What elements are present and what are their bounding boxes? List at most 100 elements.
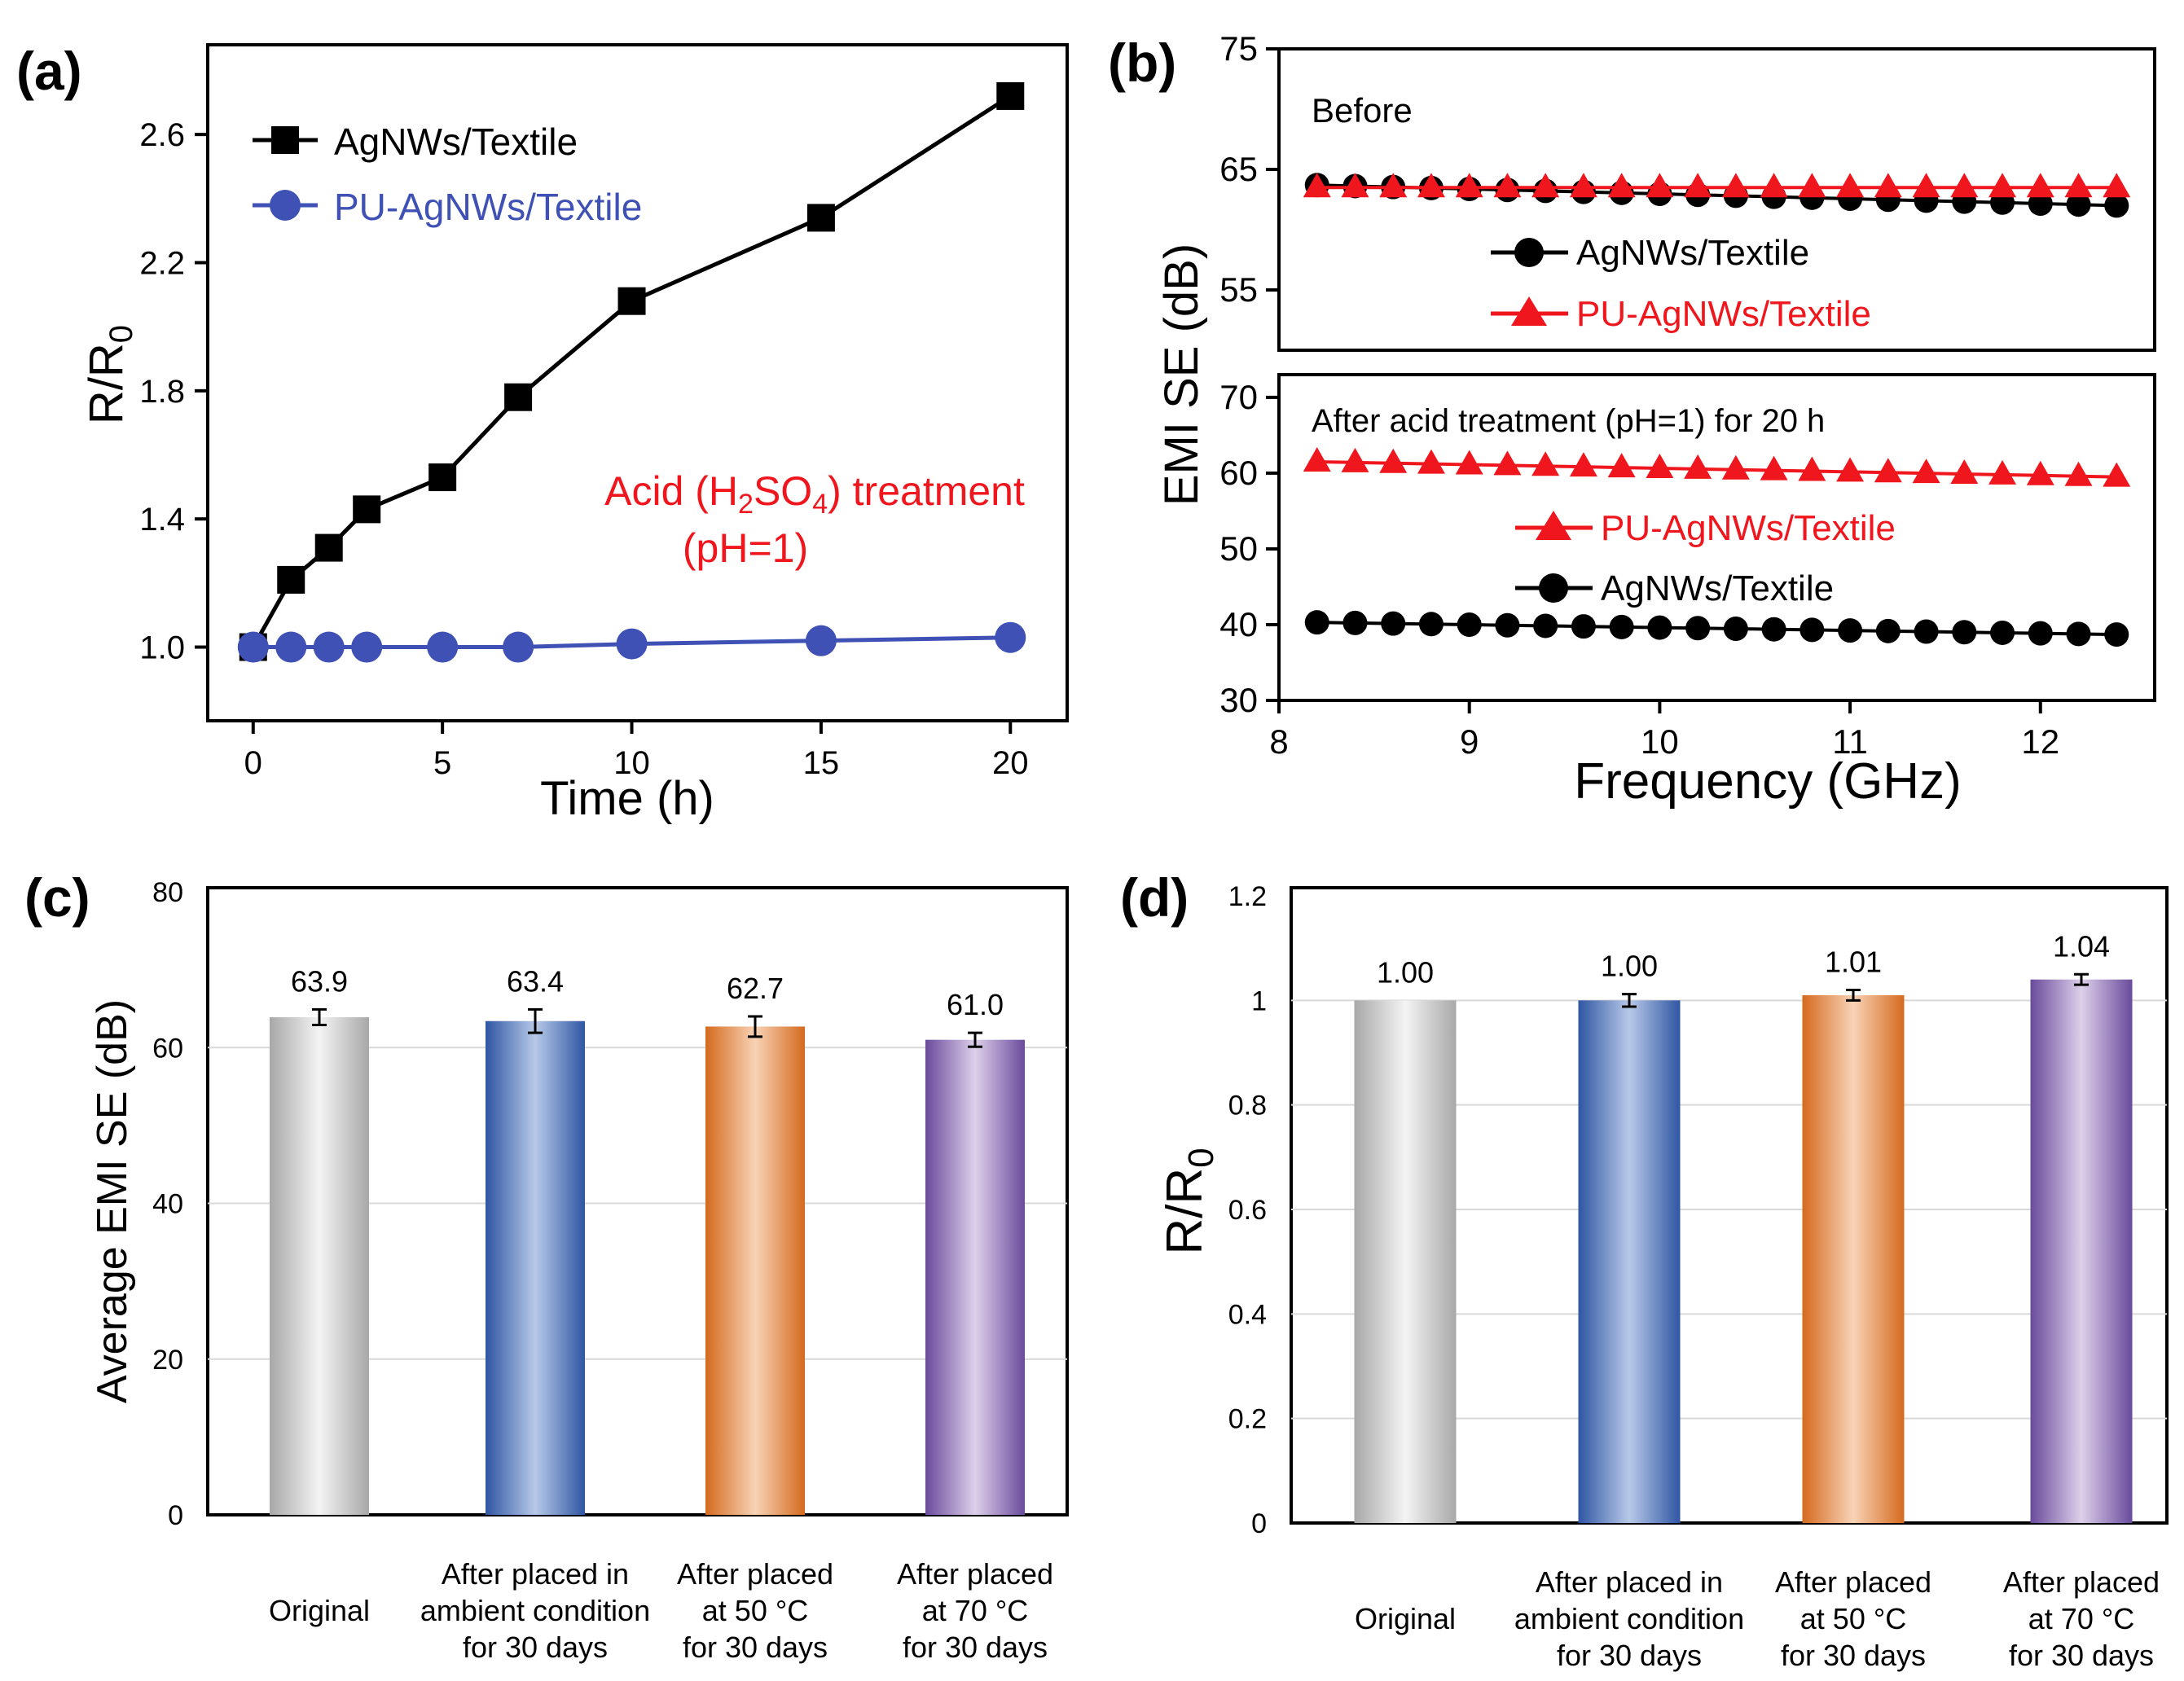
- x-tick-label: 9: [1460, 722, 1479, 761]
- data-point-agnws: [504, 383, 533, 411]
- category-label: at 70 °C: [2028, 1602, 2134, 1635]
- data-point-pu: [1874, 458, 1902, 483]
- data-point-pu: [1341, 173, 1369, 198]
- legend-b-bottom-label-agnws: AgNWs/Textile: [1601, 568, 1834, 608]
- data-point-pu: [1493, 173, 1522, 198]
- data-point-pu: [237, 631, 269, 663]
- y-tick-label: 40: [152, 1189, 183, 1220]
- y-tick-label: 70: [1219, 378, 1258, 416]
- data-point-pu: [313, 631, 345, 663]
- category-label: for 30 days: [2009, 1639, 2154, 1672]
- data-point-agnws: [277, 565, 305, 594]
- y-tick-label: 20: [152, 1345, 183, 1376]
- x-tick-label: 20: [992, 745, 1029, 781]
- series-line-agnws: [251, 94, 1012, 648]
- x-tick-label: 15: [803, 745, 840, 781]
- data-point-agnws: [2104, 193, 2129, 218]
- category-label: After placed: [1775, 1565, 1931, 1599]
- data-point-agnws: [1685, 616, 1711, 641]
- x-tick-label: 0: [244, 745, 262, 781]
- data-point-agnws: [2066, 621, 2091, 647]
- category-label: for 30 days: [683, 1631, 828, 1664]
- panel-a-label: (a): [16, 41, 82, 101]
- x-tick-label: 12: [2021, 722, 2059, 761]
- data-point-agnws: [617, 287, 646, 315]
- data-point-pu: [1417, 449, 1445, 474]
- y-tick-label: 0.8: [1228, 1091, 1267, 1121]
- x-tick-label: 8: [1269, 722, 1288, 761]
- data-label: 61.0: [947, 988, 1004, 1021]
- data-point-pu: [2026, 173, 2054, 198]
- data-point-pu: [1950, 173, 1979, 198]
- data-point-agnws: [996, 81, 1025, 110]
- data-point-agnws: [1952, 620, 1977, 645]
- category-label: ambient condition: [420, 1594, 650, 1627]
- y-tick-label: 60: [1219, 454, 1258, 492]
- bar: [2030, 979, 2133, 1523]
- data-point-agnws: [1304, 610, 1329, 635]
- y-tick-label: 30: [1219, 681, 1258, 719]
- data-point-pu: [1836, 457, 1865, 482]
- data-point-pu: [1303, 173, 1331, 198]
- data-point-agnws: [2028, 191, 2053, 217]
- legend-b-top-label-agnws: AgNWs/Textile: [1576, 233, 1809, 273]
- data-label: 1.00: [1601, 950, 1658, 983]
- data-point-agnws: [314, 533, 343, 562]
- panel-c-frame: [206, 886, 1069, 1516]
- y-tick-label: 1.4: [139, 502, 185, 538]
- panel-d-label: (d): [1120, 867, 1189, 928]
- data-point-pu: [1607, 453, 1636, 478]
- data-point-pu: [1379, 173, 1408, 198]
- data-point-pu: [1646, 173, 1674, 198]
- data-point-agnws: [1609, 614, 1634, 639]
- x-tick-label: 5: [433, 745, 451, 781]
- data-point-agnws: [806, 204, 835, 232]
- y-tick-label: 1.2: [1228, 881, 1267, 912]
- data-point-agnws: [1533, 613, 1558, 639]
- x-tick-label: 10: [1641, 722, 1679, 761]
- x-tick-label: 11: [1832, 722, 1868, 761]
- category-label: Original: [1355, 1602, 1456, 1635]
- data-point-agnws: [1418, 612, 1444, 637]
- category-label: After placed: [677, 1557, 833, 1591]
- data-point-agnws: [1381, 611, 1406, 636]
- data-point-pu: [1493, 450, 1522, 476]
- data-point-pu: [1912, 459, 1940, 484]
- data-point-pu: [1798, 173, 1826, 198]
- legend-b-top-marker-pu: [1511, 296, 1547, 326]
- data-point-pu: [1303, 446, 1331, 472]
- category-label: at 50 °C: [1800, 1602, 1906, 1635]
- y-tick-label: 0.2: [1228, 1404, 1267, 1435]
- data-point-agnws: [1571, 614, 1596, 639]
- panel-b-label: (b): [1108, 33, 1176, 93]
- data-point-pu: [2026, 460, 2054, 485]
- data-point-pu: [427, 631, 459, 663]
- y-tick-label: 2.2: [139, 245, 185, 281]
- panel-a-ylabel: R/R0: [80, 325, 139, 424]
- data-point-agnws: [2028, 621, 2053, 646]
- data-label: 1.04: [2053, 929, 2110, 963]
- data-point-pu: [275, 631, 307, 663]
- y-tick-label: 0.4: [1228, 1299, 1267, 1330]
- panel-b-bottom-frame: [1277, 373, 2156, 702]
- data-point-pu: [1684, 454, 1712, 479]
- category-label: for 30 days: [463, 1631, 608, 1664]
- data-point-pu: [1874, 173, 1902, 198]
- data-point-pu: [1721, 454, 1750, 480]
- data-point-pu: [1531, 173, 1560, 198]
- y-tick-label: 60: [152, 1033, 183, 1064]
- data-point-pu: [1455, 173, 1483, 198]
- data-point-agnws: [353, 495, 381, 524]
- panel-b-xlabel: Frequency (GHz): [1574, 753, 1961, 810]
- panel-c-label: (c): [24, 867, 90, 928]
- category-label: at 50 °C: [702, 1594, 808, 1627]
- data-point-pu: [1950, 459, 1979, 485]
- legend-b-bottom-marker-pu: [1536, 511, 1571, 540]
- data-label: 63.4: [507, 964, 564, 998]
- data-point-pu: [616, 628, 648, 660]
- y-tick-label: 0.6: [1228, 1195, 1267, 1226]
- data-point-pu: [1760, 455, 1788, 481]
- panel-c-ylabel: Average EMI SE (dB): [89, 999, 136, 1403]
- panel-b: (b) 8 9 10 11 12 55 65 75 30 40 50 60 70 Before Afte…: [1108, 29, 2156, 810]
- panel-b-top-frame: [1277, 47, 2156, 352]
